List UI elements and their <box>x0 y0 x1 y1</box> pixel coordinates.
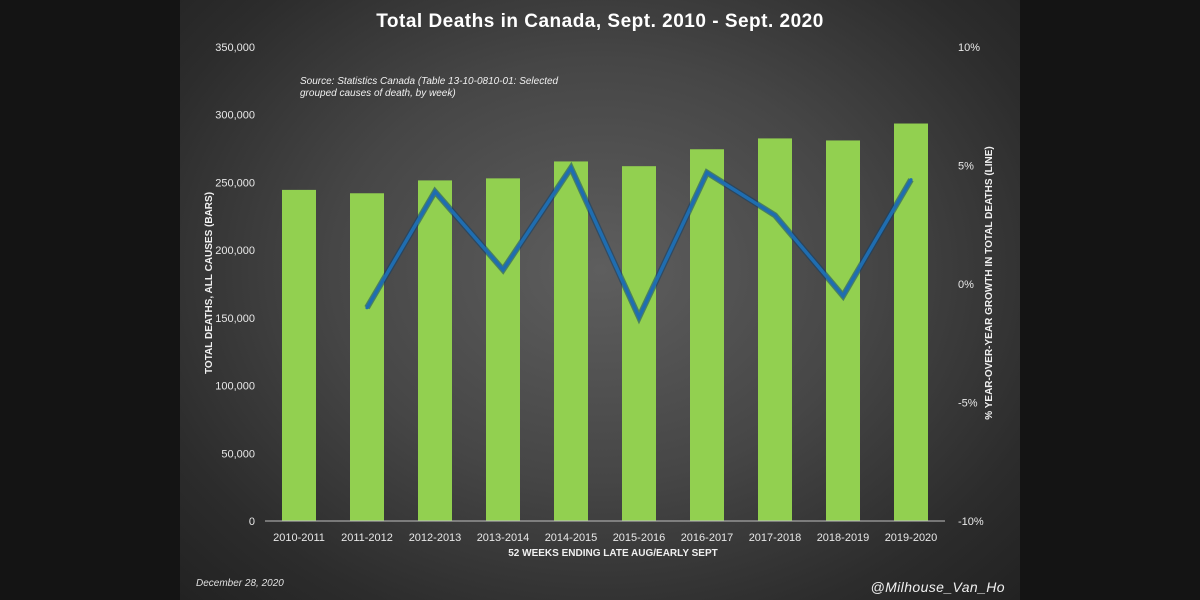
growth-point <box>705 171 709 175</box>
left-tick-label: 300,000 <box>215 110 255 122</box>
left-y-axis: 0 50,000 100,000 150,000 200,000 250,000 300,0… <box>215 42 255 528</box>
x-tick-label: 2010-2011 <box>273 532 325 544</box>
footer-date: December 28, 2020 <box>196 578 284 589</box>
bar <box>758 138 792 521</box>
source-note-line-2: grouped causes of death, by week) <box>300 88 456 99</box>
x-tick-label: 2016-2017 <box>681 532 734 544</box>
chart-panel: Total Deaths in Canada, Sept. 2010 - Sep… <box>180 0 1020 600</box>
growth-point <box>773 213 777 217</box>
left-axis-title: TOTAL DEATHS, ALL CAUSES (BARS) <box>204 192 215 374</box>
x-tick-label: 2013-2014 <box>477 532 530 544</box>
growth-point <box>569 166 573 170</box>
right-y-axis: -10% -5% 0% 5% 10% <box>958 42 984 528</box>
line-series <box>364 161 914 325</box>
x-axis: 2010-2011 2011-2012 2012-2013 2013-2014 2014… <box>273 532 937 544</box>
chart-canvas: Total Deaths in Canada, Sept. 2010 - Sep… <box>196 11 1006 595</box>
bar-series <box>265 123 945 522</box>
right-tick-label: -10% <box>958 516 984 528</box>
right-tick-label: 0% <box>958 279 974 291</box>
bar <box>894 123 928 521</box>
left-tick-label: 350,000 <box>215 42 255 54</box>
bar <box>826 140 860 521</box>
bar <box>622 166 656 522</box>
bar <box>418 180 452 521</box>
chart-title: Total Deaths in Canada, Sept. 2010 - Sep… <box>376 11 824 32</box>
x-tick-label: 2015-2016 <box>613 532 666 544</box>
growth-point <box>501 268 505 272</box>
growth-point <box>841 294 845 298</box>
left-tick-label: 50,000 <box>221 448 255 460</box>
footer-handle: @Milhouse_Van_Ho <box>871 579 1006 595</box>
bar <box>554 161 588 522</box>
right-tick-label: 5% <box>958 161 974 173</box>
x-tick-label: 2017-2018 <box>749 532 802 544</box>
bar <box>486 178 520 521</box>
left-tick-label: 100,000 <box>215 381 255 393</box>
growth-point <box>365 306 369 310</box>
x-axis-title: 52 WEEKS ENDING LATE AUG/EARLY SEPT <box>508 548 717 559</box>
x-tick-label: 2018-2019 <box>817 532 870 544</box>
growth-point <box>637 315 641 319</box>
source-note-line-1: Source: Statistics Canada (Table 13-10-0… <box>300 76 559 87</box>
right-tick-label: -5% <box>958 398 978 410</box>
bar <box>350 193 384 521</box>
growth-point <box>433 189 437 194</box>
left-tick-label: 200,000 <box>215 245 255 257</box>
right-axis-title: % YEAR-OVER-YEAR GROWTH IN TOTAL DEATHS … <box>984 146 995 420</box>
left-tick-label: 150,000 <box>215 313 255 325</box>
bar <box>690 149 724 521</box>
left-tick-label: 250,000 <box>215 177 255 189</box>
x-tick-label: 2014-2015 <box>545 532 598 544</box>
x-tick-label: 2011-2012 <box>341 532 393 544</box>
left-tick-label: 0 <box>249 516 255 528</box>
right-tick-label: 10% <box>958 42 980 54</box>
growth-point <box>909 178 913 182</box>
x-tick-label: 2019-2020 <box>885 532 938 544</box>
bar <box>282 189 316 521</box>
x-tick-label: 2012-2013 <box>409 532 462 544</box>
